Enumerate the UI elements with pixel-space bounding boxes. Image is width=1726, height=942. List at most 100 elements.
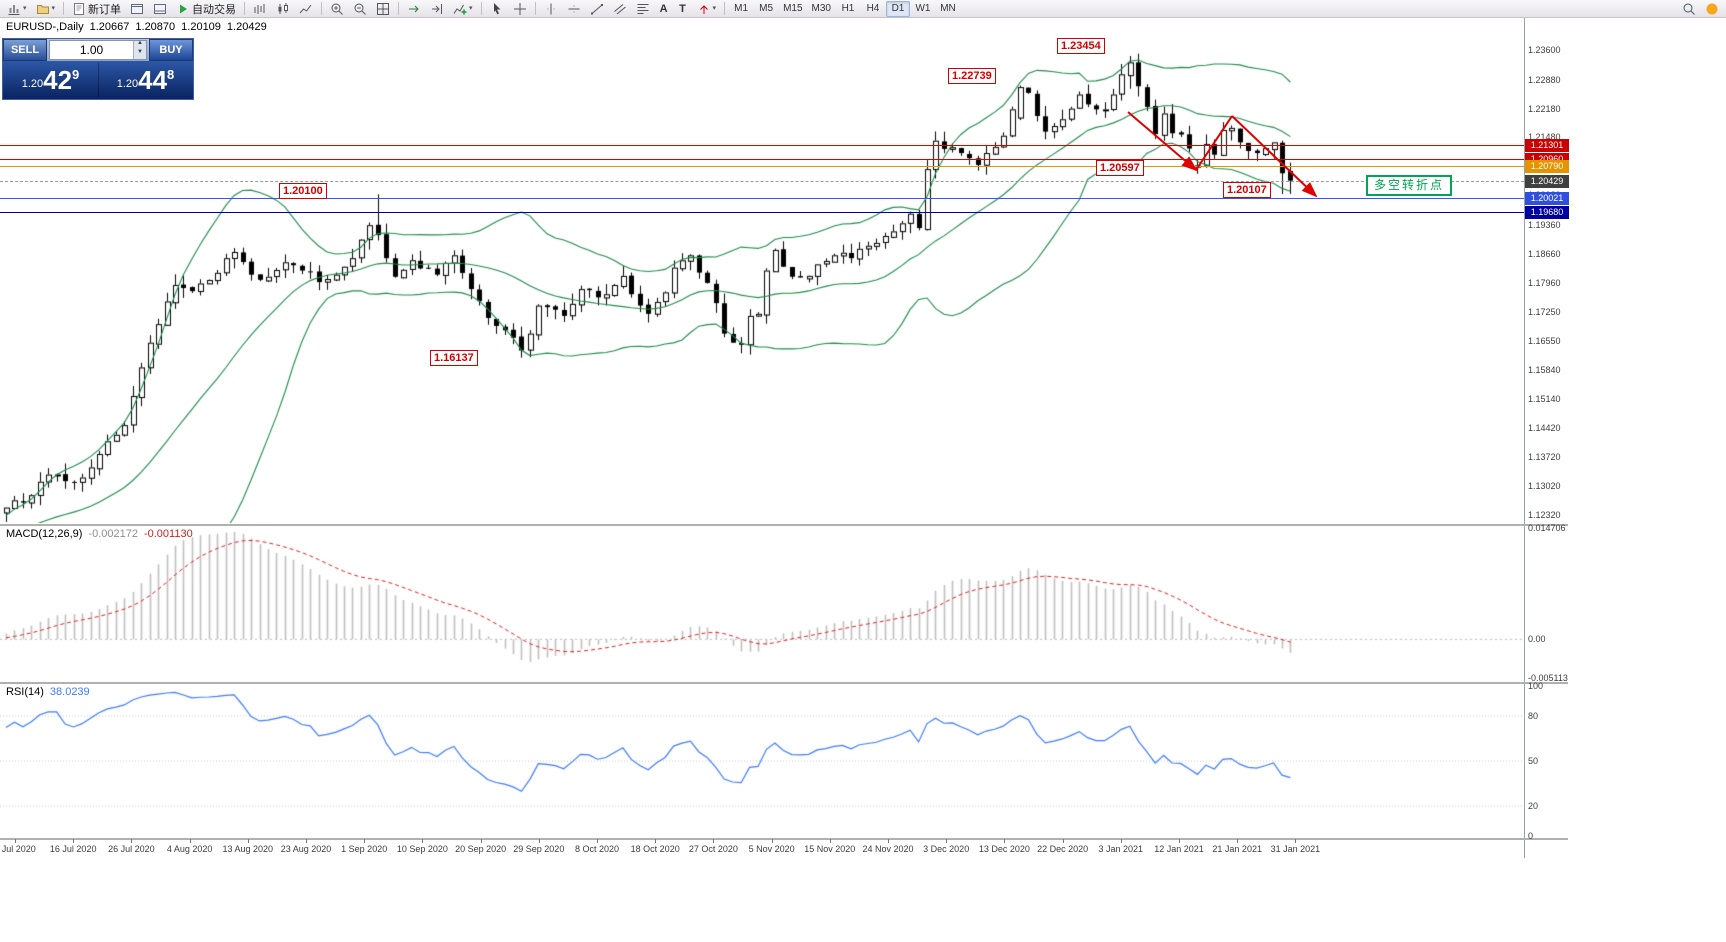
macd-scale-label: 0.014706 xyxy=(1528,523,1566,533)
volume-down-button[interactable]: ▼ xyxy=(137,49,143,55)
arrows-tool-button[interactable]: ▾ xyxy=(693,1,721,17)
timeframe-w1-button[interactable]: W1 xyxy=(915,3,931,14)
timeframe-h4-button[interactable]: H4 xyxy=(866,3,880,14)
chart-shift-button[interactable] xyxy=(426,1,448,17)
vertical-line-tool-button[interactable] xyxy=(540,1,562,17)
time-axis-tick xyxy=(538,839,540,843)
candlestick-chart-button[interactable] xyxy=(272,1,294,17)
community-button[interactable] xyxy=(1701,1,1723,17)
rsi-name: RSI(14) xyxy=(6,686,44,698)
text-label-tool-label: T xyxy=(679,2,686,15)
channel-tool-button[interactable] xyxy=(609,1,631,17)
date-label: 13 Aug 2020 xyxy=(222,844,274,854)
time-axis-tick xyxy=(480,839,482,843)
fibonacci-tool-button[interactable] xyxy=(632,1,654,17)
zoom-out-icon xyxy=(353,2,367,16)
indicators-button[interactable]: ▾ xyxy=(449,1,477,17)
date-label: 29 Sep 2020 xyxy=(513,844,565,854)
text-tool-button[interactable]: A xyxy=(655,1,673,17)
sell-button[interactable]: SELL xyxy=(3,39,47,61)
price-annotation-label[interactable]: 1.22739 xyxy=(948,68,996,84)
autotrading-button[interactable]: 自动交易 xyxy=(172,1,240,17)
bid-point-digit: 9 xyxy=(72,66,80,82)
toolbar-separator xyxy=(724,2,726,15)
time-axis-tick xyxy=(422,839,424,843)
arrow-tool-icon xyxy=(697,2,711,16)
buy-button[interactable]: BUY xyxy=(149,39,193,61)
profiles-button[interactable]: ▾ xyxy=(32,1,60,17)
price-tag: 1.20790 xyxy=(1525,159,1569,173)
new-chart-icon xyxy=(7,4,21,16)
zoom-in-button[interactable] xyxy=(326,1,348,17)
auto-scroll-button[interactable] xyxy=(403,1,425,17)
toolbar-separator xyxy=(480,2,482,15)
ask-point-digit: 8 xyxy=(167,66,175,82)
time-axis-tick xyxy=(189,839,191,843)
tile-windows-button[interactable] xyxy=(372,1,394,17)
price-annotation-label[interactable]: 1.16137 xyxy=(430,350,478,366)
price-axis-label: 1.14420 xyxy=(1528,423,1561,434)
timeframe-m1-button[interactable]: M1 xyxy=(734,3,749,14)
macd-panel-separator[interactable] xyxy=(0,524,1568,526)
ask-big-digits: 44 xyxy=(138,65,168,95)
chevron-down-icon: ▾ xyxy=(23,5,27,12)
symbol-period-label: EURUSD-,Daily xyxy=(6,21,84,33)
price-annotation-label[interactable]: 1.23454 xyxy=(1057,38,1105,54)
terminal-button[interactable] xyxy=(149,1,171,17)
timeframe-m30-button[interactable]: M30 xyxy=(811,3,831,14)
cursor-button[interactable] xyxy=(486,1,508,17)
horizontal-line-tool-button[interactable] xyxy=(563,1,585,17)
price-axis-label: 1.15840 xyxy=(1528,364,1561,375)
date-label: 1 Sep 2020 xyxy=(341,844,388,854)
bar-chart-button[interactable] xyxy=(249,1,271,17)
volume-input[interactable] xyxy=(50,41,133,59)
search-button[interactable] xyxy=(1678,1,1700,17)
rsi-panel-separator[interactable] xyxy=(0,682,1568,684)
price-annotation-label[interactable]: 1.20107 xyxy=(1223,182,1271,198)
crosshair-button[interactable] xyxy=(509,1,531,17)
text-label-tool-button[interactable]: T xyxy=(674,1,692,17)
bid-price-display[interactable]: 1.20 42 9 xyxy=(3,61,98,99)
timeframe-h1-button[interactable]: H1 xyxy=(841,3,855,14)
price-axis-label: 1.18660 xyxy=(1528,248,1561,259)
price-axis[interactable] xyxy=(1524,18,1570,838)
horizontal-line-object[interactable] xyxy=(0,158,1524,160)
zoom-out-button[interactable] xyxy=(349,1,371,17)
time-axis-tick xyxy=(1237,839,1239,843)
text-tool-label: A xyxy=(659,2,668,15)
turning-point-note[interactable]: 多空转折点 xyxy=(1366,175,1453,196)
volume-up-button[interactable]: ▲ xyxy=(137,40,143,46)
timeframe-m5-button[interactable]: M5 xyxy=(759,3,774,14)
time-axis[interactable] xyxy=(0,838,1524,858)
chevron-down-icon: ▾ xyxy=(712,5,717,12)
price-annotation-label[interactable]: 1.20597 xyxy=(1096,160,1144,176)
toolbar-separator xyxy=(244,2,246,15)
market-watch-button[interactable] xyxy=(126,1,148,17)
trendline-tool-button[interactable] xyxy=(586,1,608,17)
new-order-button[interactable]: 新订单 xyxy=(68,1,125,17)
line-chart-button[interactable] xyxy=(295,1,317,17)
terminal-icon xyxy=(153,2,167,16)
date-label: 24 Nov 2020 xyxy=(862,844,914,854)
ask-price-display[interactable]: 1.20 44 8 xyxy=(98,61,193,99)
time-axis-tick xyxy=(1004,839,1006,843)
timeframe-d1-button[interactable]: D1 xyxy=(885,0,910,17)
horizontal-line-object[interactable] xyxy=(0,197,1524,199)
volume-box: ▲▼ xyxy=(49,40,147,60)
macd-name: MACD(12,26,9) xyxy=(6,528,83,540)
horizontal-line-object[interactable] xyxy=(0,165,1524,167)
trendline-icon xyxy=(590,3,603,14)
cursor-icon xyxy=(493,2,501,14)
price-axis-label: 1.19360 xyxy=(1528,219,1561,230)
horizontal-line-object[interactable] xyxy=(0,211,1524,213)
price-annotation-label[interactable]: 1.20100 xyxy=(279,183,327,199)
search-icon xyxy=(1682,2,1696,16)
rsi-indicator-label: RSI(14) 38.0239 xyxy=(6,686,96,698)
horizontal-line-object[interactable] xyxy=(0,144,1524,146)
new-chart-button[interactable]: ▾ xyxy=(3,1,31,17)
timeframe-mn-button[interactable]: MN xyxy=(940,3,956,14)
date-label: 15 Nov 2020 xyxy=(804,844,856,854)
timeframe-m15-button[interactable]: M15 xyxy=(783,3,803,14)
